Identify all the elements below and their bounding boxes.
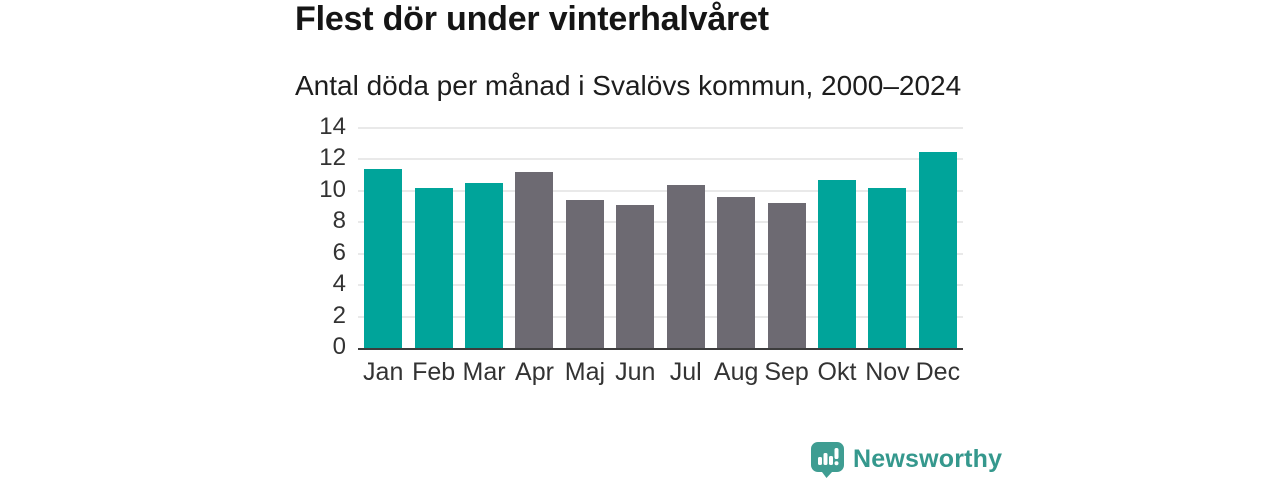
x-axis: Jan Feb Mar Apr Maj Jun Jul Aug Sep Okt Nov Dec [358, 358, 963, 386]
y-tick-label-8: 8 [332, 207, 346, 235]
x-tick-label-jun: Jun [615, 358, 656, 386]
y-tick-label-12: 12 [319, 144, 346, 172]
gridline-2 [358, 315, 963, 318]
bar-nov [868, 187, 907, 348]
bar-jul [666, 184, 705, 348]
x-tick-label-feb: Feb [412, 358, 456, 386]
bar-aug [717, 197, 756, 348]
y-tick-label-10: 10 [319, 175, 346, 203]
bar-slot-maj [560, 128, 610, 348]
brand-name: Newsworthy [853, 445, 1003, 473]
bar-mar [465, 183, 504, 348]
bar-feb [414, 187, 453, 348]
bar-slot-dec [913, 128, 963, 348]
bar-okt [818, 179, 856, 348]
x-tick-label-maj: Maj [564, 358, 606, 386]
y-tick-label-6: 6 [332, 238, 346, 266]
x-tick-label-nov: Nov [865, 358, 910, 386]
y-tick-label-4: 4 [332, 270, 346, 298]
bar-apr [515, 172, 554, 348]
gridline-8 [358, 221, 963, 224]
bar-sep [767, 203, 806, 348]
gridline-6 [358, 252, 963, 255]
bar-slot-jun [610, 128, 660, 348]
bars [358, 128, 963, 348]
bar-maj [565, 200, 604, 348]
y-tick-label-14: 14 [319, 113, 346, 140]
y-tick-label-0: 0 [332, 333, 346, 360]
x-tick-label-okt: Okt [817, 358, 857, 386]
bar-jun [616, 205, 655, 348]
gridline-14 [358, 127, 963, 129]
x-tick-label-jan: Jan [363, 358, 404, 386]
bar-slot-jul [661, 128, 711, 348]
bar-jan [364, 168, 403, 348]
x-tick-label-apr: Apr [515, 358, 554, 386]
bar-chart-speech-bubble-icon [811, 442, 844, 478]
brand-link[interactable]: Newsworthy [810, 441, 1002, 478]
x-tick-label-aug: Aug [713, 358, 759, 386]
gridline-12 [358, 158, 963, 161]
bar-slot-feb [408, 128, 458, 348]
page-title: Flest dör under vinterhalvåret [295, 0, 769, 38]
bar-slot-mar [459, 128, 509, 348]
bar-slot-aug [711, 128, 761, 348]
page-subtitle: Antal döda per månad i Svalövs kommun, 2… [295, 70, 962, 101]
x-tick-label-dec: Dec [915, 358, 961, 386]
x-tick-label-sep: Sep [764, 358, 809, 386]
y-tick-label-2: 2 [332, 301, 346, 329]
plot-area [358, 127, 963, 350]
bar-slot-jan [358, 128, 408, 348]
bar-slot-sep [761, 128, 811, 348]
bar-dec [918, 151, 957, 348]
bar-slot-apr [509, 128, 559, 348]
gridline-10 [358, 189, 963, 192]
bar-slot-okt [812, 128, 862, 348]
y-axis: 0 2 4 6 8 10 12 14 [296, 113, 346, 360]
x-tick-label-jul: Jul [669, 358, 702, 386]
x-tick-label-mar: Mar [462, 358, 506, 386]
bar-slot-nov [862, 128, 912, 348]
gridline-4 [358, 284, 963, 287]
